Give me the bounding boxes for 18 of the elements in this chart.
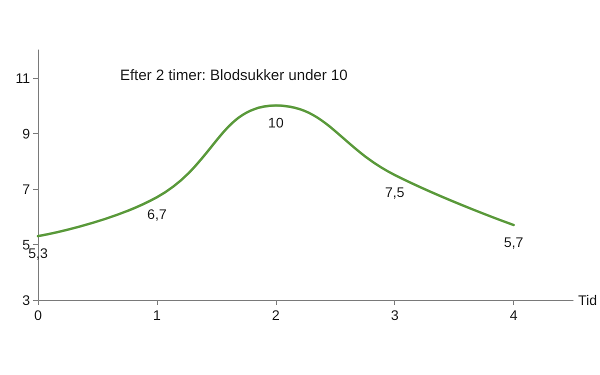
- x-tick-label: 0: [34, 307, 42, 323]
- x-tick-label: 2: [272, 307, 280, 323]
- data-label: 5,3: [28, 245, 48, 262]
- x-tick-label: 1: [153, 307, 162, 323]
- y-tick-label: 11: [15, 70, 30, 86]
- y-tick-label: 7: [22, 180, 30, 197]
- y-tick-label: 5: [22, 236, 30, 252]
- data-label: 5,7: [504, 234, 524, 250]
- data-label: 7,5: [384, 184, 405, 200]
- y-tick-label: 9: [22, 125, 30, 142]
- x-tick-label: 4: [510, 307, 518, 323]
- line-series: [36, 104, 515, 238]
- x-tick-label: 3: [390, 307, 399, 323]
- data-label: 10: [268, 114, 284, 131]
- y-tick-label: 3: [22, 292, 30, 308]
- data-label: 6,7: [147, 206, 167, 222]
- annotation: Efter 2 timer: Blodsukker under 10: [120, 67, 348, 84]
- x-axis-title: Tid: [578, 292, 598, 308]
